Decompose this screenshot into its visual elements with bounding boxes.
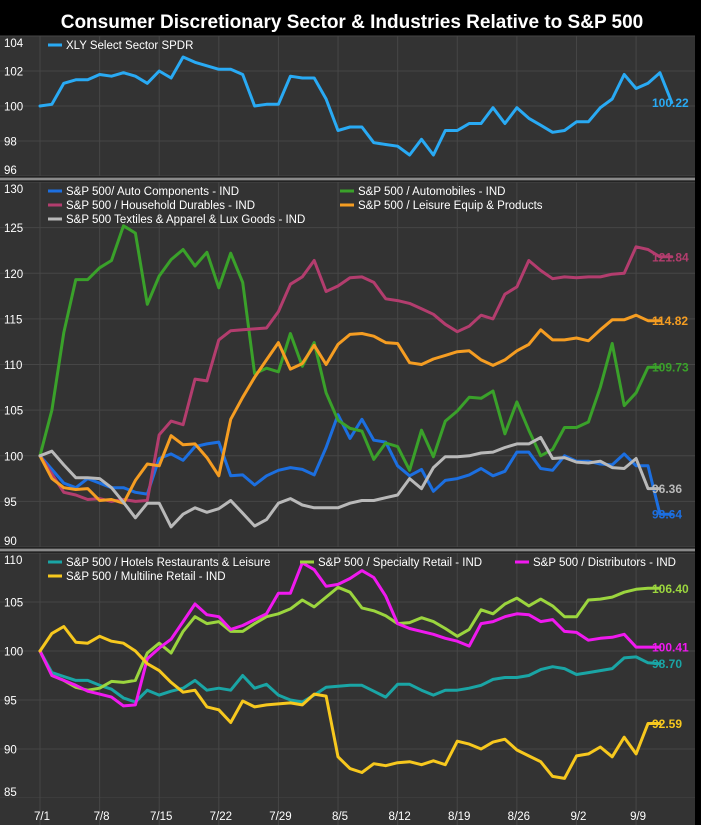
legend-label: S&P 500 / Distributors - IND bbox=[533, 557, 676, 569]
y-tick-label: 100 bbox=[4, 647, 23, 659]
x-tick-label: 9/9 bbox=[630, 811, 646, 823]
legend-item: XLY Select Sector SPDR bbox=[48, 40, 193, 52]
legend-label: S&P 500 Textiles & Apparel & Lux Goods -… bbox=[66, 214, 305, 226]
legend-label: XLY Select Sector SPDR bbox=[66, 40, 193, 52]
panel-industries: 90 95 100 105 110 115 120 125 130 121.84 114.82 109… bbox=[0, 181, 695, 548]
legend: S&P 500 / Hotels Restaurants & Leisure S&… bbox=[48, 557, 676, 583]
chart-title: Consumer Discretionary Sector & Industri… bbox=[61, 12, 644, 33]
legend-label: S&P 500 / Specialty Retail - IND bbox=[318, 557, 482, 569]
series-line bbox=[38, 585, 662, 692]
y-tick-label: 98 bbox=[4, 137, 17, 149]
legend-label: S&P 500 / Multiline Retail - IND bbox=[66, 571, 226, 583]
series-end-label: 106.40 bbox=[652, 582, 689, 596]
x-tick-label: 8/5 bbox=[332, 811, 348, 823]
legend-item: S&P 500 / Household Durables - IND bbox=[48, 200, 255, 212]
y-tick-label: 95 bbox=[4, 497, 17, 509]
y-tick-label: 120 bbox=[4, 269, 23, 281]
legend-item: S&P 500 / Multiline Retail - IND bbox=[48, 571, 226, 583]
legend: S&P 500/ Auto Components - IND S&P 500 / … bbox=[48, 186, 543, 226]
series-end-label: 92.59 bbox=[652, 717, 682, 731]
y-tick-label: 96 bbox=[4, 165, 17, 177]
series-line bbox=[38, 224, 662, 472]
y-tick-label: 115 bbox=[4, 314, 22, 326]
series-end-label: 114.82 bbox=[652, 314, 688, 328]
legend-label: S&P 500 / Leisure Equip & Products bbox=[358, 200, 543, 212]
y-tick-label: 125 bbox=[4, 223, 23, 235]
series-end-label: 121.84 bbox=[652, 250, 689, 264]
legend-item: S&P 500/ Auto Components - IND bbox=[48, 186, 239, 198]
legend-label: S&P 500 / Household Durables - IND bbox=[66, 200, 255, 212]
legend: XLY Select Sector SPDR bbox=[48, 40, 193, 52]
x-tick-label: 7/15 bbox=[150, 811, 172, 823]
series-line bbox=[38, 625, 662, 780]
legend-item: S&P 500 / Distributors - IND bbox=[515, 557, 676, 569]
y-tick-label: 104 bbox=[4, 38, 24, 50]
legend-item: S&P 500 Textiles & Apparel & Lux Goods -… bbox=[48, 214, 305, 226]
x-tick-label: 8/19 bbox=[448, 811, 470, 823]
x-tick-label: 7/8 bbox=[94, 811, 110, 823]
x-tick-label: 7/29 bbox=[269, 811, 291, 823]
series-end-label: 93.64 bbox=[652, 508, 682, 522]
x-tick-label: 9/2 bbox=[570, 811, 586, 823]
series-line bbox=[38, 55, 674, 157]
chart-panels: 96 98 100 102 104 100.22 XLY Select Sector SPD… bbox=[0, 35, 695, 799]
legend-label: S&P 500 / Automobiles - IND bbox=[358, 186, 505, 198]
x-tick-label: 8/12 bbox=[388, 811, 410, 823]
series-end-label: 100.41 bbox=[652, 641, 689, 655]
y-tick-label: 130 bbox=[4, 184, 23, 196]
legend-label: S&P 500/ Auto Components - IND bbox=[66, 186, 239, 198]
y-tick-label: 95 bbox=[4, 696, 17, 708]
x-tick-label: 8/26 bbox=[508, 811, 530, 823]
y-tick-label: 100 bbox=[4, 451, 23, 463]
series-line bbox=[38, 561, 662, 708]
y-tick-label: 90 bbox=[4, 536, 17, 548]
legend-item: S&P 500 / Leisure Equip & Products bbox=[340, 200, 543, 212]
series-end-label: 109.73 bbox=[652, 361, 689, 375]
y-tick-label: 100 bbox=[4, 102, 23, 114]
series-line bbox=[38, 313, 662, 505]
series-line bbox=[38, 649, 662, 704]
y-tick-label: 105 bbox=[4, 598, 23, 610]
x-tick-label: 7/1 bbox=[34, 811, 50, 823]
series-end-label: 98.70 bbox=[652, 657, 682, 671]
legend-item: S&P 500 / Automobiles - IND bbox=[340, 186, 505, 198]
panel-xly: 96 98 100 102 104 100.22 XLY Select Sector SPD… bbox=[0, 35, 695, 177]
x-axis: 7/1 7/8 7/15 7/22 7/29 8/5 8/12 8/19 8/26 9/2 9/9 bbox=[0, 798, 695, 825]
legend-item: S&P 500 / Hotels Restaurants & Leisure bbox=[48, 557, 270, 569]
series-line bbox=[38, 245, 674, 503]
legend-label: S&P 500 / Hotels Restaurants & Leisure bbox=[66, 557, 270, 569]
series-line bbox=[38, 436, 662, 529]
x-tick-label: 7/22 bbox=[210, 811, 232, 823]
y-tick-label: 110 bbox=[4, 555, 22, 567]
y-tick-label: 90 bbox=[4, 745, 17, 757]
x-axis-background bbox=[0, 798, 695, 825]
y-tick-label: 102 bbox=[4, 67, 23, 79]
series-end-label: 100.22 bbox=[652, 96, 689, 110]
y-tick-label: 110 bbox=[4, 360, 22, 372]
y-tick-label: 105 bbox=[4, 406, 23, 418]
series-end-label: 96.36 bbox=[652, 482, 682, 496]
y-tick-label: 85 bbox=[4, 787, 17, 799]
panel-retail: 85 90 95 100 105 110 106.40 100.41 98.70 92.59 S&P… bbox=[0, 552, 695, 799]
legend-item: S&P 500 / Specialty Retail - IND bbox=[300, 557, 482, 569]
